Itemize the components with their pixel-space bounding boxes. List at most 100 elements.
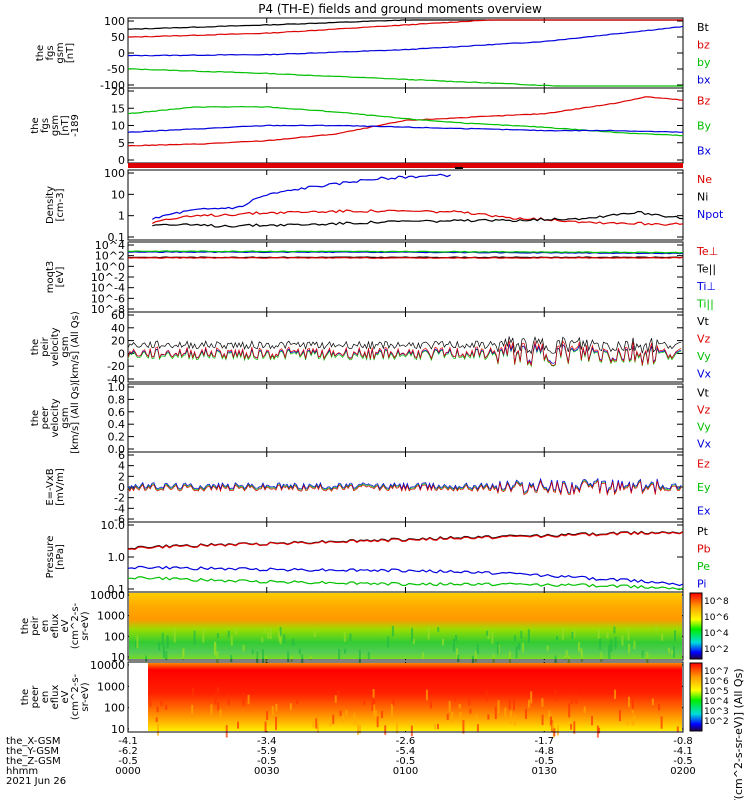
y-tick-label: 10^-8 xyxy=(91,303,125,316)
footer-date: 2021 Jun 26 xyxy=(6,776,66,787)
colorbar-tick-label: 10^4 xyxy=(704,697,729,707)
heatmap-texture xyxy=(674,630,677,642)
y-tick-label: 0.6 xyxy=(108,406,126,419)
heatmap-texture xyxy=(575,693,578,704)
heatmap-texture xyxy=(448,700,451,712)
heatmap-texture xyxy=(670,650,673,655)
heatmap-texture xyxy=(427,626,430,640)
legend-Te||: Te|| xyxy=(696,262,716,275)
heatmap-texture xyxy=(437,627,440,632)
heatmap-texture xyxy=(313,630,316,637)
heatmap-texture xyxy=(261,637,264,643)
y-axis-label: Density xyxy=(45,186,56,224)
y-tick-label: 20 xyxy=(111,335,125,348)
footer-value: -5.9 xyxy=(257,746,277,757)
heatmap-texture xyxy=(455,635,458,642)
heatmap-texture xyxy=(345,709,348,716)
heatmap-texture xyxy=(312,716,315,728)
footer-value: 0200 xyxy=(670,766,695,777)
heatmap-texture xyxy=(658,704,661,711)
heatmap-texture xyxy=(315,718,318,729)
legend-Pt: Pt xyxy=(697,525,709,538)
heatmap-texture xyxy=(193,630,196,645)
footer-value: -6.2 xyxy=(118,746,138,757)
y-tick-label: 10 xyxy=(111,651,125,664)
heatmap-gap xyxy=(129,663,148,731)
heatmap-texture xyxy=(412,638,415,645)
legend-Vz: Vz xyxy=(697,404,711,417)
heatmap-texture xyxy=(338,648,341,660)
figure-title: P4 (TH-E) fields and ground moments over… xyxy=(258,2,542,16)
heatmap-texture xyxy=(339,710,342,717)
heatmap-fill xyxy=(129,593,682,659)
heatmap-texture xyxy=(452,638,455,652)
heatmap-texture xyxy=(216,687,219,694)
y-axis-label: [eV] xyxy=(55,267,66,288)
colorbar xyxy=(689,592,703,660)
heatmap-texture xyxy=(262,649,265,664)
heatmap-texture xyxy=(356,722,359,735)
y-axis-label: moqt3 xyxy=(45,261,56,294)
footer-value: -4.1 xyxy=(118,736,138,747)
heatmap-texture xyxy=(219,709,222,720)
footer-value: -5.4 xyxy=(396,746,416,757)
heatmap-texture xyxy=(317,722,320,733)
y-axis-label: eflux xyxy=(50,685,61,710)
heatmap-texture xyxy=(627,627,630,641)
footer-value: -0.5 xyxy=(673,756,693,767)
footer-value: -1.7 xyxy=(534,736,554,747)
series-Pb xyxy=(127,531,684,551)
y-axis-label: [cm-3] xyxy=(55,188,66,221)
y-axis-label: -189 xyxy=(70,114,81,137)
heatmap-texture xyxy=(608,645,611,659)
y-axis-label: gsm xyxy=(55,42,66,63)
heatmap-texture xyxy=(275,716,278,730)
heatmap-texture xyxy=(486,630,489,636)
y-tick-label: 10^-2 xyxy=(91,271,125,284)
series-Ne xyxy=(152,209,684,226)
series-bz xyxy=(128,19,683,38)
heatmap-texture xyxy=(606,630,609,639)
y-tick-label: 0.8 xyxy=(108,393,126,406)
y-axis-label: peir xyxy=(40,336,51,356)
heatmap-texture xyxy=(290,656,293,663)
heatmap-texture xyxy=(410,725,413,737)
heatmap-texture xyxy=(628,696,631,708)
y-axis-label: [nPa] xyxy=(55,544,66,570)
heatmap-texture xyxy=(387,636,390,648)
series-Te⊥ xyxy=(127,256,684,259)
y-tick-label: 1000 xyxy=(97,680,125,693)
series-By xyxy=(127,105,683,137)
heatmap-texture xyxy=(563,655,566,660)
y-axis-label: en xyxy=(40,620,51,633)
heatmap-texture xyxy=(191,688,194,699)
heatmap-texture xyxy=(497,700,500,714)
legend-By: By xyxy=(697,120,712,133)
heatmap-texture xyxy=(660,716,663,729)
y-tick-label: -20 xyxy=(107,360,125,373)
y-tick-label: 0 xyxy=(118,47,125,60)
heatmap-texture xyxy=(528,699,531,708)
heatmap-texture xyxy=(583,706,586,714)
panel-9: 10.0 1.0 0.1 Pressure [nPa] Pt Pb Pe Pi xyxy=(45,519,711,596)
y-axis-label: peer xyxy=(30,685,41,709)
heatmap-texture xyxy=(600,652,603,663)
series-by xyxy=(127,68,683,87)
heatmap-texture xyxy=(242,644,245,652)
footer-value: -0.5 xyxy=(534,756,554,767)
heatmap-texture xyxy=(202,629,205,643)
heatmap-texture xyxy=(391,626,394,637)
y-tick-label: -100 xyxy=(100,79,125,92)
series-Npot xyxy=(152,173,451,220)
heatmap-texture xyxy=(384,725,387,735)
heatmap-texture xyxy=(242,693,245,706)
y-axis-label: the xyxy=(30,410,41,426)
series-Ex xyxy=(127,477,682,494)
y-tick-label: -6 xyxy=(114,513,125,526)
y-tick-label: 100 xyxy=(104,167,125,180)
heatmap-texture xyxy=(522,642,525,653)
heatmap-texture xyxy=(353,712,356,726)
heatmap-texture xyxy=(264,721,267,733)
